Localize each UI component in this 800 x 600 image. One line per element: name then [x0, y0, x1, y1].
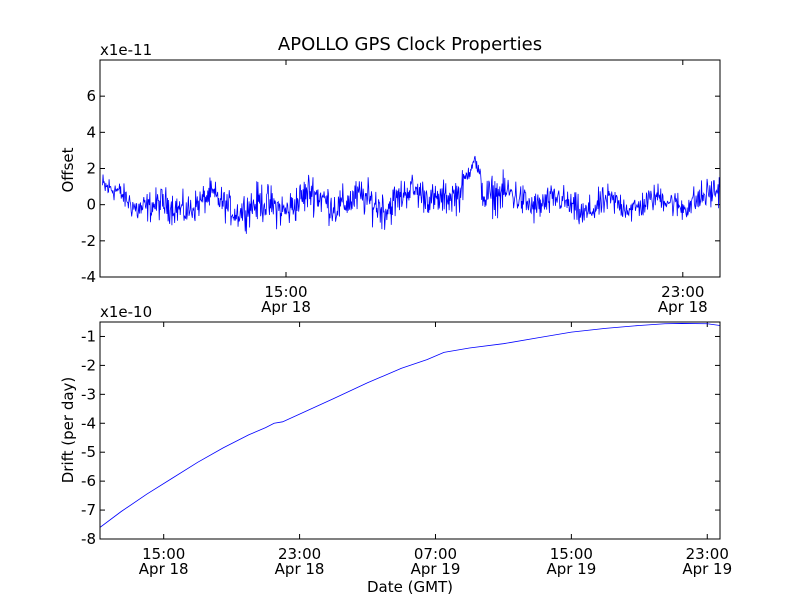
drift-series-line: [100, 323, 720, 528]
drift-scale-label: x1e-10: [100, 303, 152, 321]
drift-x-tick-time: 23:00: [686, 545, 729, 563]
drift-y-tick-label: -3: [81, 385, 96, 403]
x-axis-label: Date (GMT): [367, 578, 453, 596]
offset-y-tick-label: 6: [86, 87, 96, 105]
drift-y-tick-label: -2: [81, 356, 96, 374]
offset-y-axis-label: Offset: [59, 147, 77, 192]
offset-y-tick-label: 0: [86, 196, 96, 214]
drift-y-tick-label: -8: [81, 530, 96, 548]
offset-y-tick-label: 4: [86, 123, 96, 141]
drift-y-tick-label: -7: [81, 501, 96, 519]
drift-x-tick-date: Apr 18: [275, 560, 325, 578]
drift-x-tick-time: 15:00: [142, 545, 185, 563]
drift-x-tick-time: 23:00: [278, 545, 321, 563]
drift-y-tick-label: -4: [81, 414, 96, 432]
offset-series-line: [102, 155, 720, 234]
offset-y-tick-label: -2: [81, 232, 96, 250]
offset-series: [102, 155, 720, 234]
drift-y-axis-label: Drift (per day): [59, 377, 77, 484]
drift-x-tick-date: Apr 19: [546, 560, 596, 578]
drift-y-tick-label: -1: [81, 327, 96, 345]
drift-x-tick-date: Apr 19: [682, 560, 732, 578]
drift-plot-frame: [99, 321, 721, 540]
offset-x-tick-date: Apr 18: [658, 298, 708, 316]
drift-y-tick-label: -5: [81, 443, 96, 461]
drift-x-tick-date: Apr 19: [411, 560, 461, 578]
drift-y-tick-label: -6: [81, 472, 96, 490]
offset-x-tick-time: 23:00: [661, 283, 704, 301]
offset-x-tick-time: 15:00: [264, 283, 307, 301]
drift-x-tick-time: 15:00: [550, 545, 593, 563]
offset-y-tick-label: -4: [81, 268, 96, 286]
drift-panel: x1e-10 Drift (per day) -8 -7 -6 -5 -4 -3 -2 -1 1…: [59, 303, 732, 578]
drift-x-tick-date: Apr 18: [139, 560, 189, 578]
offset-y-tick-label: 2: [86, 160, 96, 178]
offset-scale-label: x1e-11: [100, 41, 152, 59]
drift-x-tick-time: 07:00: [414, 545, 457, 563]
offset-plot-frame: [99, 59, 721, 278]
offset-x-tick-date: Apr 18: [261, 298, 311, 316]
drift-series: [100, 323, 720, 528]
chart-title: APOLLO GPS Clock Properties: [278, 34, 542, 55]
